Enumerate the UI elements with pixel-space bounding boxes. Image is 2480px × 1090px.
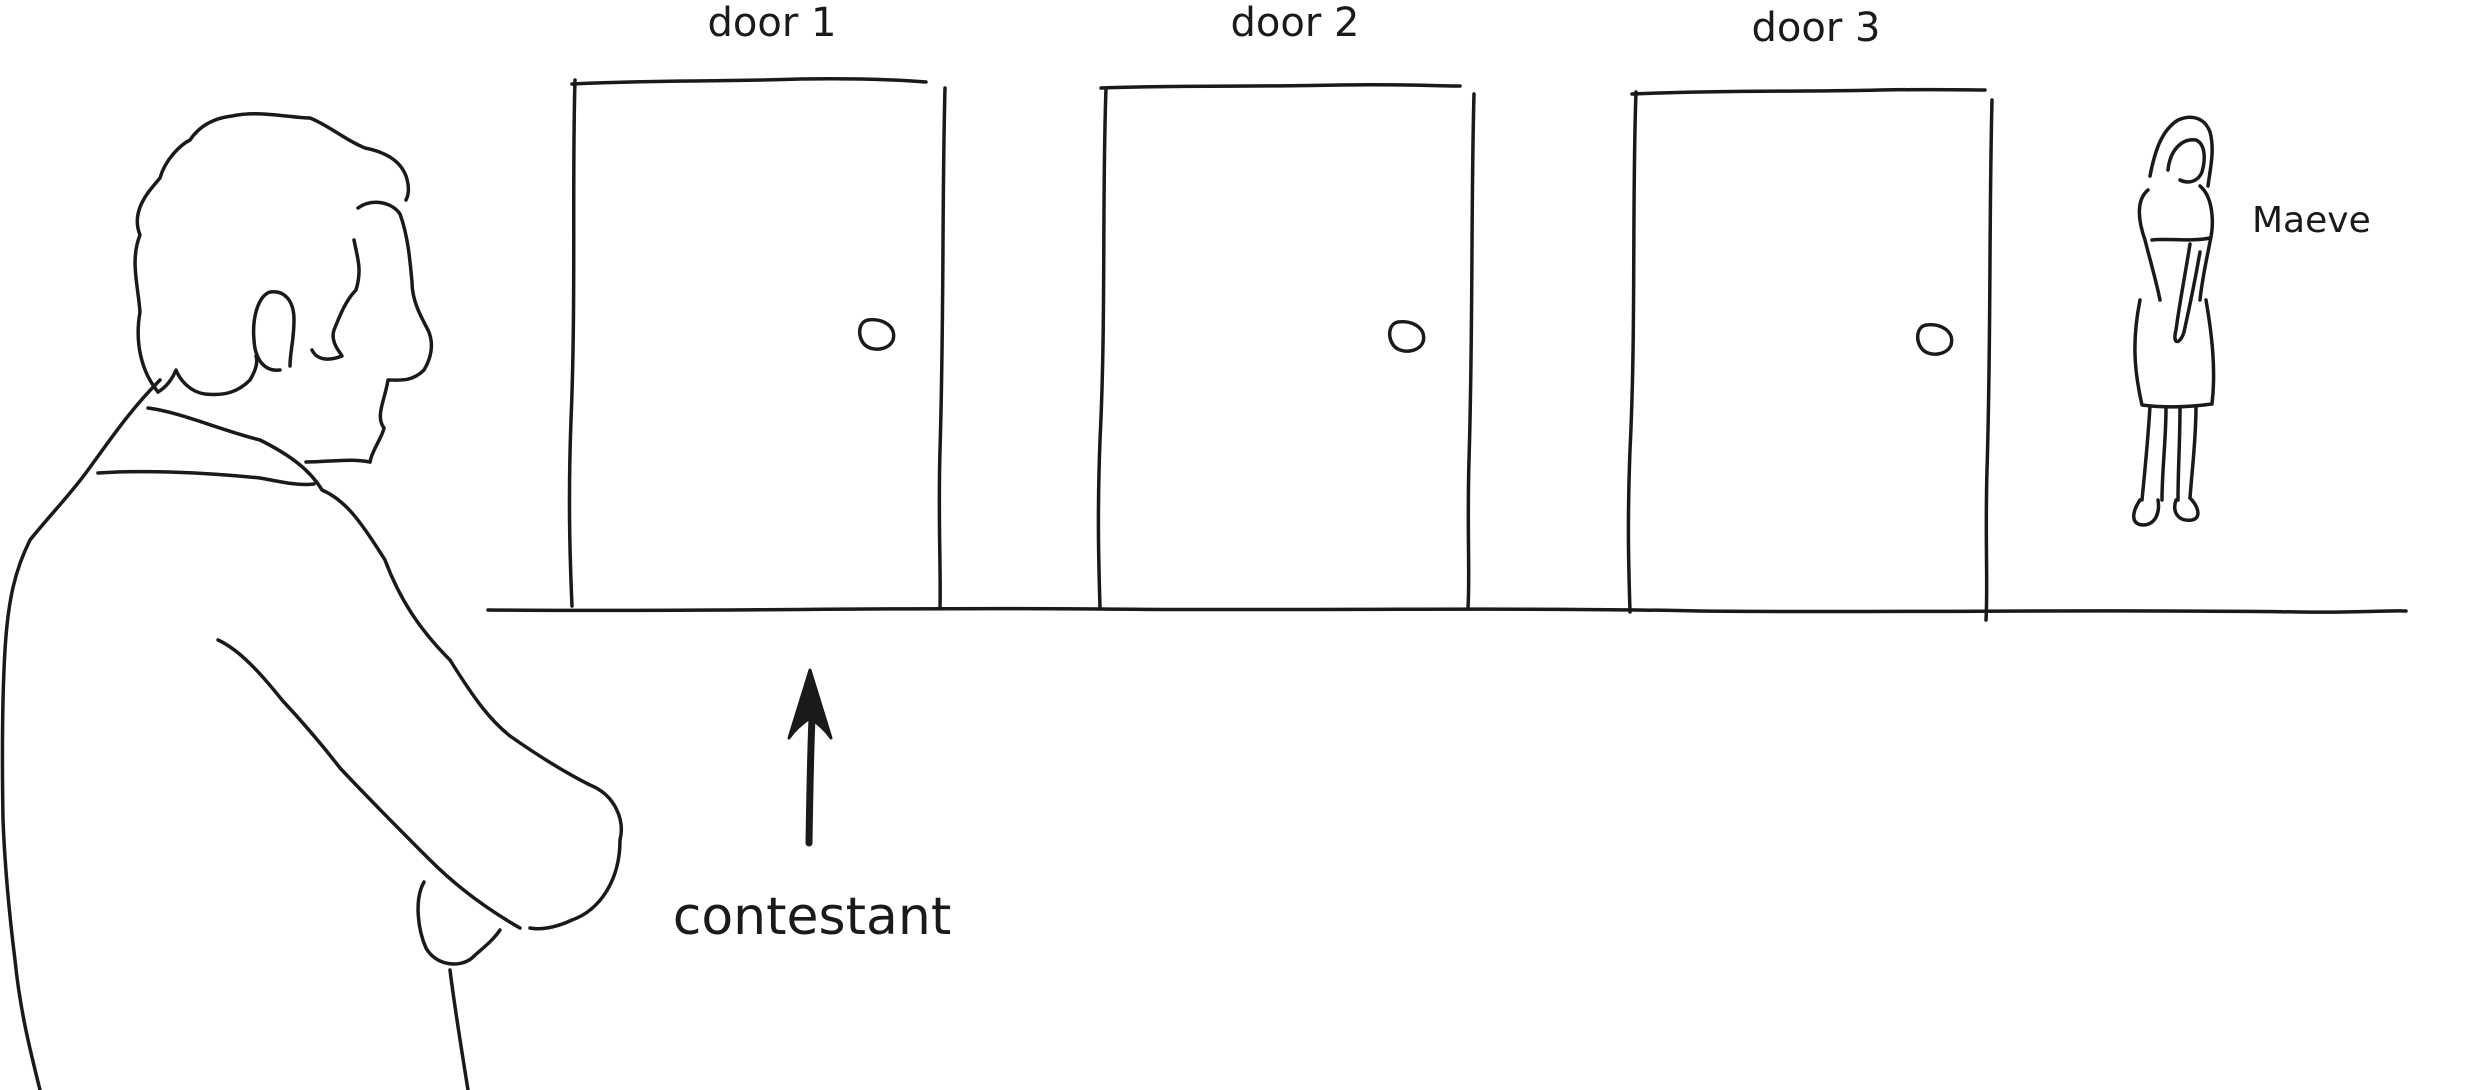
maeve-legs bbox=[2140, 404, 2198, 502]
maeve-hair bbox=[2148, 115, 2214, 188]
door-1-left-edge bbox=[567, 78, 577, 608]
maeve-face bbox=[2166, 138, 2206, 184]
man-hand bbox=[416, 880, 502, 966]
man-figure bbox=[0, 112, 623, 1090]
maeve-torso-right bbox=[2198, 184, 2214, 302]
door-1-top bbox=[570, 76, 928, 86]
maeve-skirt bbox=[2133, 298, 2216, 409]
door-3-left-edge bbox=[1626, 90, 1638, 614]
man-cheek bbox=[310, 238, 361, 361]
man-face-profile bbox=[356, 200, 434, 464]
maeve-torso bbox=[2137, 188, 2162, 302]
door-1-label: door 1 bbox=[708, 0, 837, 46]
man-back bbox=[146, 406, 623, 842]
arrow-shaft bbox=[805, 701, 817, 847]
door-2-left-edge bbox=[1096, 86, 1108, 610]
contestant-arrow bbox=[787, 668, 833, 847]
door-1[interactable] bbox=[567, 76, 947, 610]
floor-line bbox=[486, 606, 2408, 614]
door-2-right-edge bbox=[1466, 92, 1476, 610]
contestant-label: contestant bbox=[673, 887, 951, 947]
man-hair-back bbox=[156, 354, 259, 397]
door-2-top bbox=[1099, 82, 1462, 90]
door-2-knob bbox=[1388, 319, 1426, 353]
man-hair bbox=[133, 112, 411, 394]
door-3-right-edge bbox=[1984, 98, 1994, 622]
maeve-label: Maeve bbox=[2252, 200, 2371, 241]
door-2[interactable] bbox=[1096, 82, 1476, 610]
maeve-waist bbox=[2150, 236, 2212, 242]
door-3-knob bbox=[1916, 322, 1954, 356]
door-1-right-edge bbox=[937, 86, 947, 610]
man-forearm bbox=[528, 838, 622, 931]
maeve-arm bbox=[2173, 242, 2202, 344]
man-neck bbox=[304, 458, 372, 464]
maeve-figure bbox=[2132, 115, 2216, 527]
man-shoulder bbox=[0, 378, 162, 1090]
man-arm bbox=[216, 638, 522, 930]
door-3-label: door 3 bbox=[1752, 5, 1881, 51]
door-1-knob bbox=[858, 317, 896, 351]
maeve-shoes bbox=[2132, 496, 2200, 527]
man-ear bbox=[251, 290, 296, 372]
man-collar bbox=[96, 469, 316, 487]
door-3-top bbox=[1630, 87, 1987, 96]
door-2-label: door 2 bbox=[1231, 0, 1360, 46]
man-lower-back bbox=[448, 968, 470, 1090]
arrow-head bbox=[787, 668, 833, 740]
door-3[interactable] bbox=[1626, 87, 1994, 622]
